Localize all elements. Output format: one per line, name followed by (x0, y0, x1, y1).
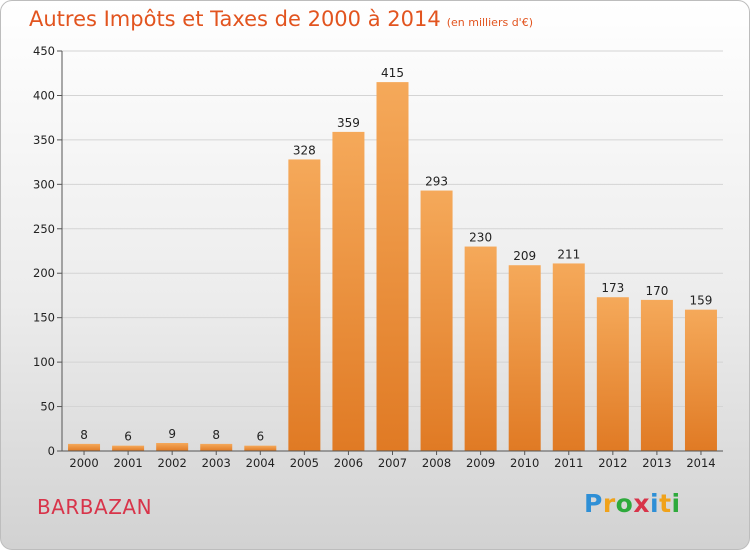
x-tick-label: 2003 (202, 456, 231, 470)
bar (596, 297, 629, 451)
bar (684, 309, 717, 451)
logo-letter: x (633, 489, 650, 518)
bar (332, 131, 365, 451)
bar (420, 190, 453, 452)
bar (200, 443, 233, 451)
bar-value-label: 211 (557, 247, 580, 261)
x-tick-label: 2005 (290, 456, 319, 470)
bar-value-label: 6 (124, 430, 132, 444)
y-tick-label: 400 (33, 88, 55, 102)
x-tick-label: 2011 (554, 456, 583, 470)
chart-title: Autres Impôts et Taxes de 2000 à 2014 (29, 7, 441, 31)
bar (376, 82, 409, 451)
y-tick-label: 250 (33, 222, 55, 236)
x-tick-label: 2009 (466, 456, 495, 470)
y-tick-label: 350 (33, 133, 55, 147)
y-tick-label: 200 (33, 266, 55, 280)
x-tick-label: 2014 (686, 456, 715, 470)
chart-title-block: Autres Impôts et Taxes de 2000 à 2014 (en… (29, 7, 533, 31)
bar-value-label: 328 (293, 143, 316, 157)
bar-value-label: 293 (425, 175, 448, 189)
chart-unit: (en milliers d'€) (446, 16, 533, 29)
logo-letter: r (602, 489, 616, 518)
bar-value-label: 209 (513, 249, 536, 263)
logo-letter: P (584, 489, 603, 518)
bar-series (68, 82, 717, 452)
logo-letter: i (671, 489, 681, 518)
bar-value-label: 170 (645, 284, 668, 298)
x-tick-label: 2013 (642, 456, 671, 470)
bar (288, 159, 321, 451)
y-tick-label: 0 (48, 444, 55, 458)
bar (156, 443, 189, 451)
bar (508, 265, 541, 451)
bar-value-label: 8 (212, 428, 220, 442)
bar (244, 445, 277, 451)
bar-value-label: 6 (256, 430, 264, 444)
axes: 0 50 100 150 200 250 300 350 400 450 2000 2001 2002 2… (33, 44, 723, 470)
bar-value-label: 159 (690, 294, 713, 308)
bar-value-label: 8 (80, 428, 88, 442)
bar-value-label: 230 (469, 231, 492, 245)
bar (112, 445, 145, 451)
logo-letter: i (650, 489, 660, 518)
bar (552, 263, 585, 451)
x-tick-label: 2000 (69, 456, 98, 470)
x-tick-label: 2012 (598, 456, 627, 470)
x-tick-label: 2002 (158, 456, 187, 470)
x-tick-label: 2010 (510, 456, 539, 470)
proxiti-logo: Proxiti (584, 489, 681, 518)
x-tick-label: 2007 (378, 456, 407, 470)
bar-value-label: 359 (337, 116, 360, 130)
logo-letter: o (615, 489, 634, 518)
y-tick-label: 300 (33, 177, 55, 191)
x-tick-label: 2008 (422, 456, 451, 470)
bar (464, 246, 497, 451)
bar (68, 443, 101, 451)
commune-name: BARBAZAN (37, 495, 153, 519)
y-tick-label: 150 (33, 311, 55, 325)
x-tick-label: 2004 (246, 456, 275, 470)
x-tick-label: 2001 (113, 456, 142, 470)
y-tick-label: 100 (33, 355, 55, 369)
bar (640, 299, 673, 451)
y-tick-label: 50 (40, 400, 55, 414)
y-tick-label: 450 (33, 44, 55, 58)
bar-value-label: 415 (381, 66, 404, 80)
data-labels: 8 6 9 8 6 328 359 415 293 230 209 211 173 170 159 (80, 66, 712, 444)
bar-value-label: 173 (601, 281, 624, 295)
x-tick-label: 2006 (334, 456, 363, 470)
bar-value-label: 9 (168, 427, 176, 441)
logo-letter: t (659, 489, 672, 518)
